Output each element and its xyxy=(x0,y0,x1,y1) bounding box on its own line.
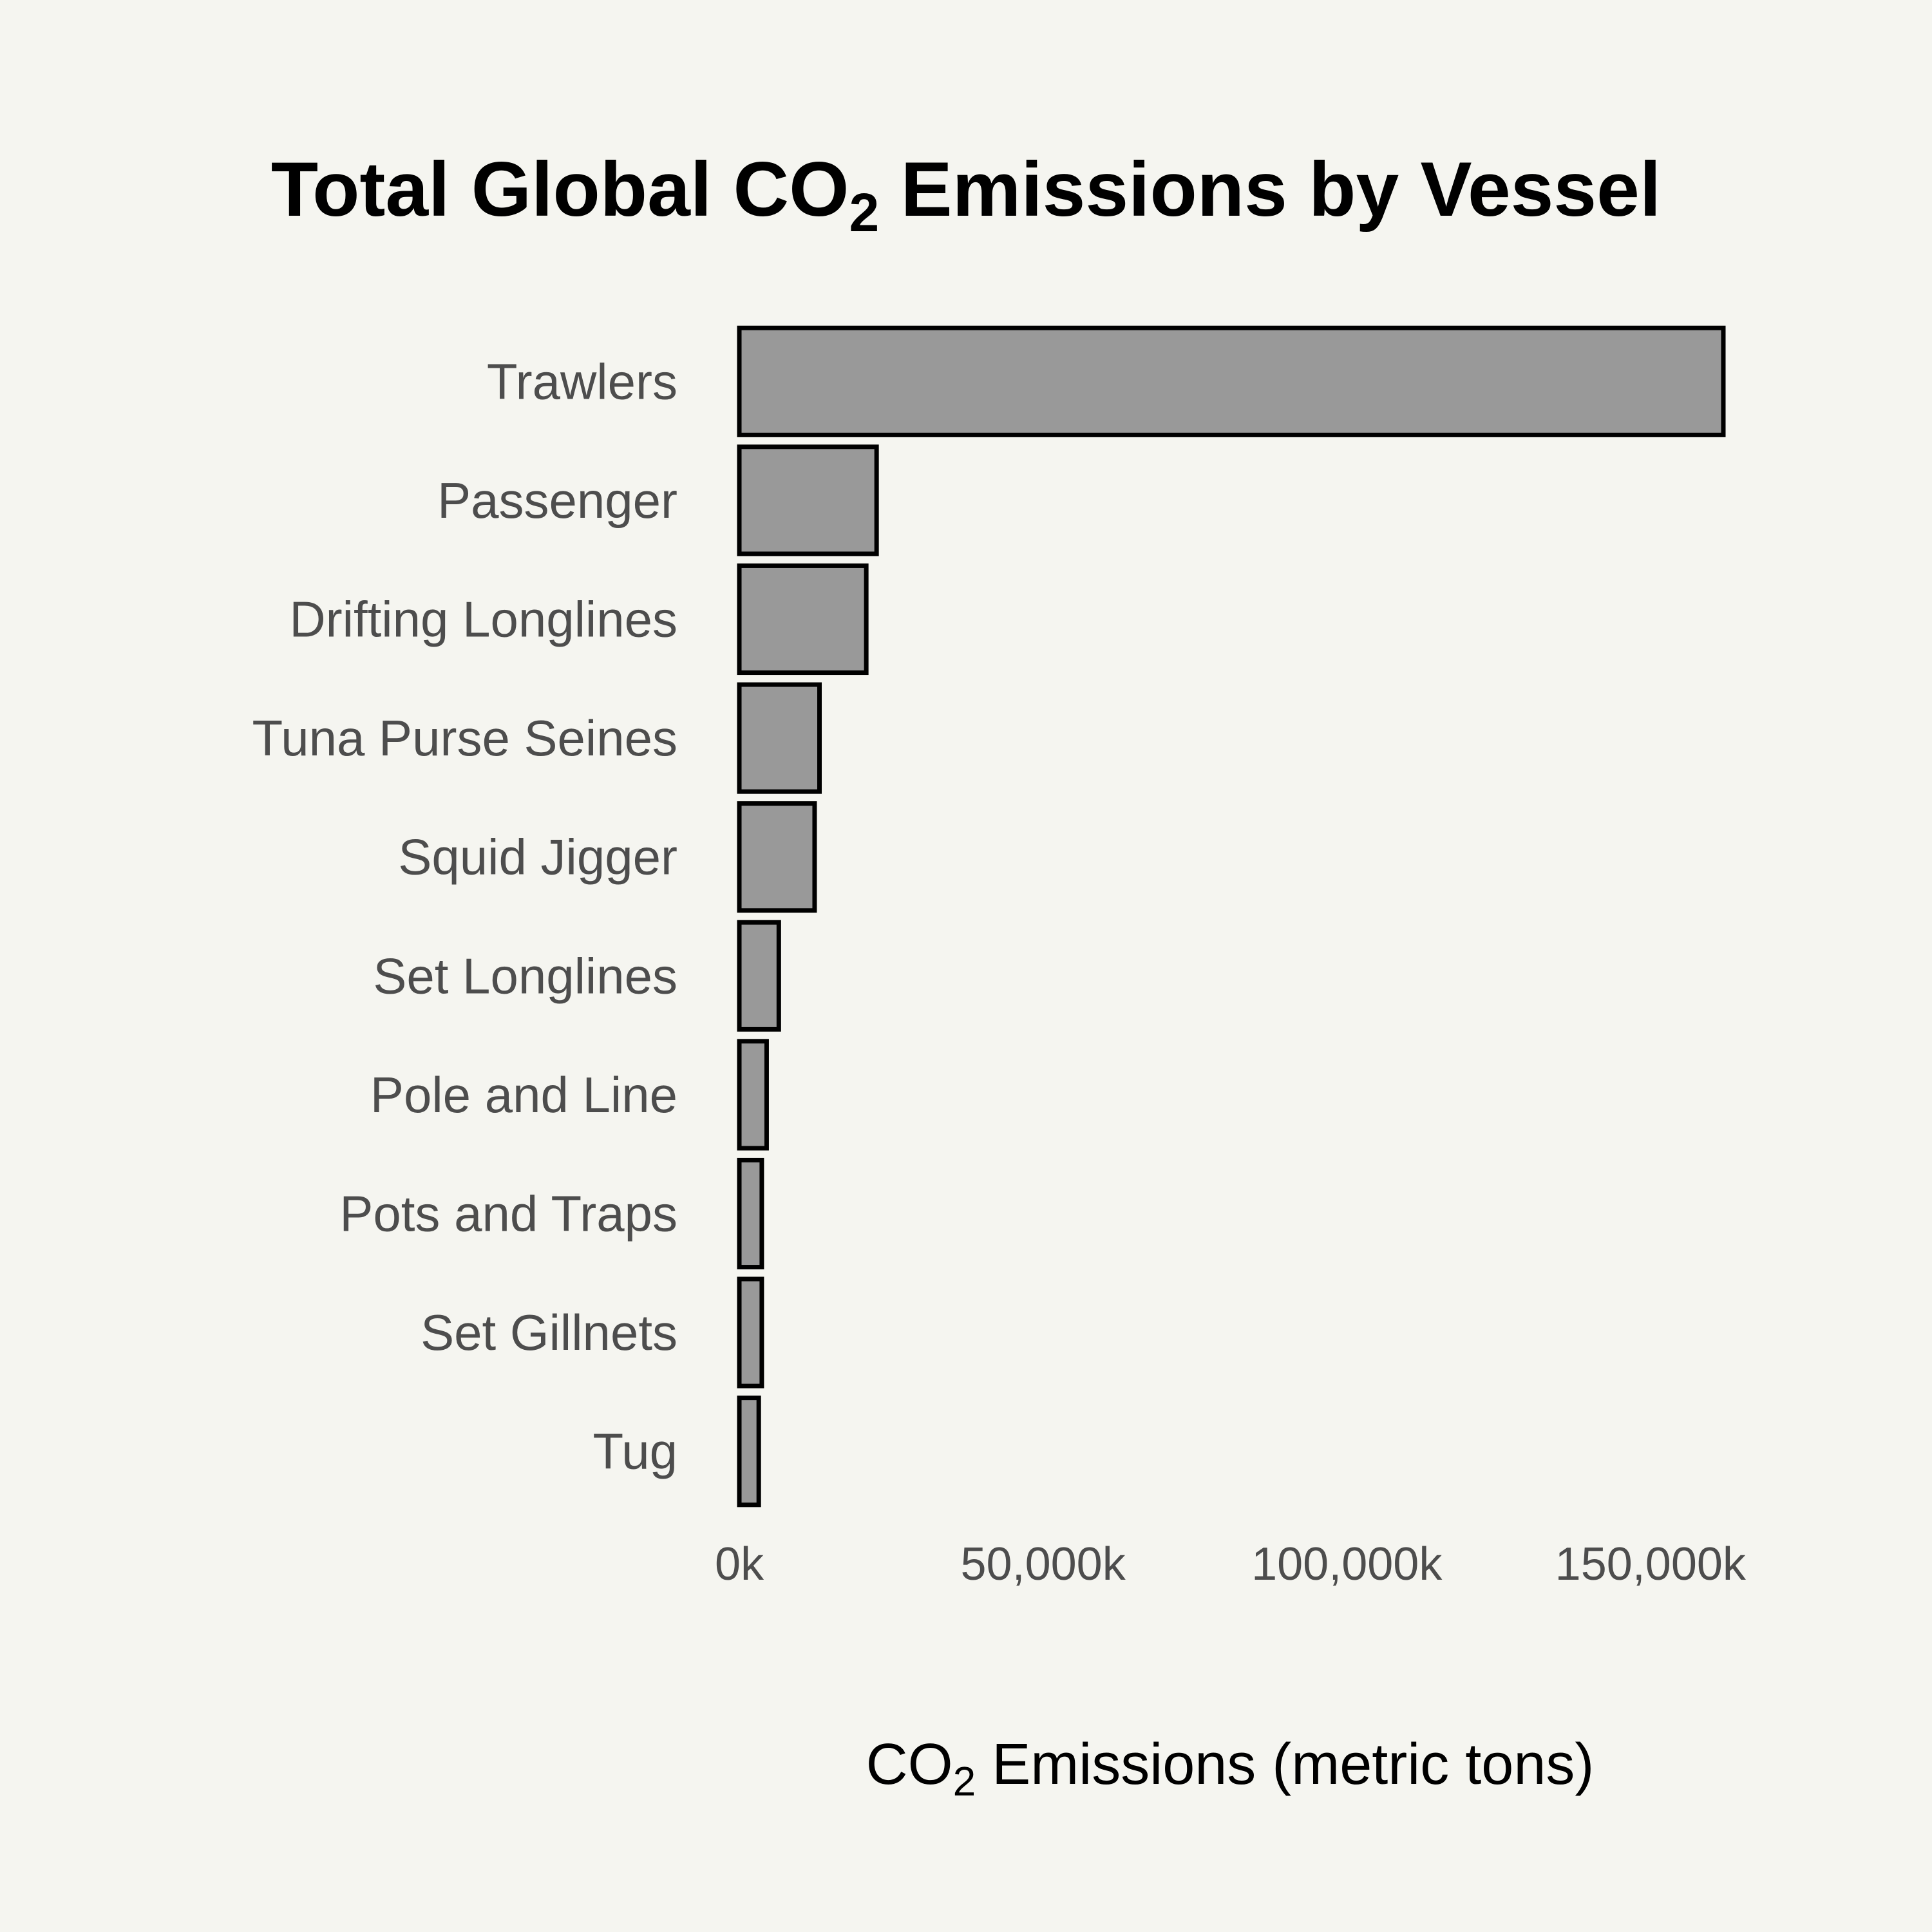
bar-pole-and-line xyxy=(737,1039,769,1151)
bar-tuna-purse-seines xyxy=(737,682,822,794)
category-label: Tug xyxy=(592,1423,677,1480)
bar-squid-jigger xyxy=(737,801,817,913)
x-tick-label: 0k xyxy=(715,1539,764,1590)
bar-trawlers xyxy=(737,325,1726,437)
bar-passenger xyxy=(737,444,879,556)
bar-set-gillnets xyxy=(737,1276,764,1388)
chart-title-main: Total Global CO xyxy=(271,146,849,232)
category-label: Set Longlines xyxy=(373,947,677,1004)
category-label: Tuna Purse Seines xyxy=(252,710,678,766)
category-label: Pots and Traps xyxy=(339,1186,677,1242)
category-labels: Trawlers Passenger Drifting Longlines Tuna … xyxy=(252,353,678,1479)
bar-pots-and-traps xyxy=(737,1157,764,1270)
category-label: Trawlers xyxy=(487,353,677,410)
x-axis-label: CO2 Emissions (metric tons) xyxy=(866,1732,1595,1804)
x-axis-label-main: CO xyxy=(866,1732,953,1797)
chart-title-subscript: 2 xyxy=(849,182,880,243)
x-axis-label-rest: Emissions (metric tons) xyxy=(976,1732,1594,1797)
x-tick-label: 100,000k xyxy=(1251,1539,1443,1590)
category-label: Set Gillnets xyxy=(421,1304,677,1361)
x-axis-label-subscript: 2 xyxy=(953,1758,976,1804)
bars-group xyxy=(737,325,1726,1508)
x-tick-label: 150,000k xyxy=(1555,1539,1747,1590)
category-label: Drifting Longlines xyxy=(289,591,677,648)
bar-set-longlines xyxy=(737,920,781,1032)
chart-title-rest: Emissions by Vessel xyxy=(879,146,1661,232)
bar-tug xyxy=(737,1396,761,1508)
category-label: Squid Jigger xyxy=(398,829,677,886)
x-tick-labels: 0k 50,000k 100,000k 150,000k xyxy=(715,1539,1747,1590)
x-tick-label: 50,000k xyxy=(960,1539,1126,1590)
category-label: Pole and Line xyxy=(370,1066,677,1123)
chart-title: Total Global CO2 Emissions by Vessel xyxy=(271,146,1662,243)
category-label: Passenger xyxy=(437,472,677,529)
bar-drifting-longlines xyxy=(737,563,869,676)
